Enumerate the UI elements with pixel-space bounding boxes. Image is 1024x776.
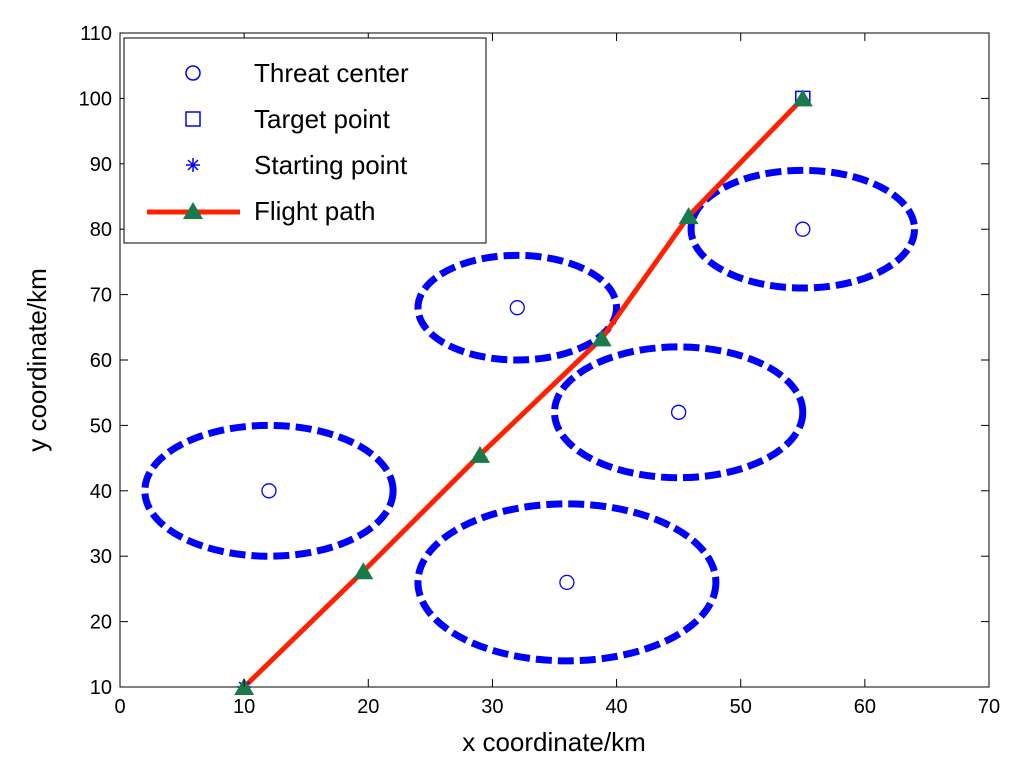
x-tick-label: 40: [605, 696, 627, 718]
legend-flight-path-label: Flight path: [254, 196, 375, 226]
legend-target-point-label: Target point: [254, 104, 391, 134]
y-tick-label: 40: [90, 481, 112, 503]
y-tick-label: 50: [90, 415, 112, 437]
x-tick-label: 20: [357, 696, 379, 718]
x-tick-label: 50: [730, 696, 752, 718]
y-tick-label: 10: [90, 677, 112, 699]
x-tick-label: 60: [854, 696, 876, 718]
y-axis-label: y coordinate/km: [22, 268, 52, 452]
legend-threat-center-label: Threat center: [254, 58, 409, 88]
x-tick-label: 0: [114, 696, 125, 718]
legend-box: [123, 37, 487, 244]
x-tick-label: 10: [233, 696, 255, 718]
flight-path-point: [353, 562, 374, 580]
threat-center-marker: [559, 574, 575, 591]
legend: Threat center Target point Starting poin…: [123, 37, 487, 244]
y-tick-label: 90: [90, 154, 112, 176]
flight-path-layer: [234, 89, 813, 695]
threat-center-marker: [795, 221, 811, 237]
flight-path-point: [591, 329, 612, 347]
threat-layer: [141, 166, 919, 665]
y-tick-label: 20: [90, 612, 112, 634]
y-tick-label: 110: [80, 23, 112, 45]
legend-starting-point-marker: [186, 158, 200, 172]
threat-zone-boundary: [414, 251, 621, 364]
y-tick-label: 30: [90, 546, 112, 568]
y-tick-label: 70: [90, 285, 112, 307]
legend-threat-center-marker: [185, 65, 201, 81]
flight-path-point: [678, 207, 699, 225]
threat-zone-boundary: [687, 166, 919, 292]
threat-center-marker: [509, 300, 525, 316]
legend-starting-point-label: Starting point: [254, 150, 408, 180]
flight-path-point: [792, 89, 813, 107]
legend-flight-path-marker: [183, 202, 203, 219]
x-tick-label: 70: [978, 696, 1000, 718]
legend-target-point-marker: [185, 111, 201, 127]
x-tick-label: 30: [481, 696, 503, 718]
x-axis: 0 10 20 30 40 50 60 70: [114, 33, 1000, 718]
y-axis: 10 20 30 40 50 60 70 80 90 100 110: [79, 23, 989, 699]
threat-center-marker: [670, 404, 687, 420]
y-tick-label: 100: [79, 88, 112, 110]
threat-zone-boundary: [141, 421, 397, 560]
flight-path-point: [470, 445, 491, 463]
flight-path-line: [242, 96, 805, 689]
y-tick-label: 80: [90, 219, 112, 241]
threat-zone-boundary: [414, 500, 720, 665]
y-tick-label: 60: [90, 350, 112, 372]
x-axis-label: x coordinate/km: [462, 727, 646, 757]
threat-zone-boundary: [551, 343, 807, 482]
threat-center-marker: [261, 483, 277, 499]
